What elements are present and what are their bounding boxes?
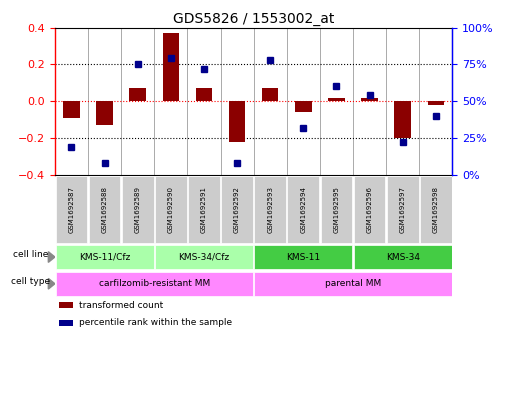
Polygon shape: [48, 278, 55, 289]
Bar: [321, 176, 353, 243]
Bar: [387, 176, 418, 243]
Text: GSM1692597: GSM1692597: [400, 186, 406, 233]
Bar: [55, 272, 253, 296]
Bar: [394, 101, 411, 138]
Text: GSM1692592: GSM1692592: [234, 186, 240, 233]
Bar: [254, 272, 452, 296]
Text: GSM1692588: GSM1692588: [101, 186, 108, 233]
Text: KMS-11/Cfz: KMS-11/Cfz: [79, 253, 130, 261]
Text: KMS-11: KMS-11: [286, 253, 321, 261]
Bar: [262, 88, 278, 101]
Bar: [63, 101, 79, 118]
Bar: [354, 245, 452, 269]
Bar: [188, 176, 220, 243]
Bar: [254, 176, 286, 243]
Bar: [155, 245, 253, 269]
Bar: [354, 176, 385, 243]
Text: cell type: cell type: [10, 277, 50, 286]
Bar: [59, 303, 73, 309]
Bar: [328, 97, 345, 101]
Bar: [420, 176, 452, 243]
Bar: [163, 33, 179, 101]
Text: GSM1692596: GSM1692596: [367, 186, 372, 233]
Text: cell line: cell line: [13, 250, 48, 259]
Text: KMS-34: KMS-34: [385, 253, 420, 261]
Text: GSM1692598: GSM1692598: [433, 186, 439, 233]
Title: GDS5826 / 1553002_at: GDS5826 / 1553002_at: [173, 13, 334, 26]
Text: GSM1692589: GSM1692589: [135, 186, 141, 233]
Bar: [295, 101, 312, 112]
Text: carfilzomib-resistant MM: carfilzomib-resistant MM: [99, 279, 210, 288]
Bar: [288, 176, 319, 243]
Text: percentile rank within the sample: percentile rank within the sample: [79, 318, 232, 327]
Bar: [96, 101, 113, 125]
Polygon shape: [48, 252, 55, 263]
Text: GSM1692593: GSM1692593: [267, 186, 273, 233]
Bar: [129, 88, 146, 101]
Bar: [229, 101, 245, 142]
Text: GSM1692595: GSM1692595: [334, 186, 339, 233]
Text: GSM1692594: GSM1692594: [300, 186, 306, 233]
Bar: [55, 176, 87, 243]
Bar: [59, 320, 73, 326]
Bar: [221, 176, 253, 243]
Text: transformed count: transformed count: [79, 301, 163, 310]
Text: KMS-34/Cfz: KMS-34/Cfz: [178, 253, 230, 261]
Bar: [122, 176, 154, 243]
Bar: [427, 101, 444, 105]
Bar: [89, 176, 120, 243]
Text: GSM1692590: GSM1692590: [168, 186, 174, 233]
Bar: [55, 245, 154, 269]
Bar: [196, 88, 212, 101]
Text: parental MM: parental MM: [325, 279, 381, 288]
Text: GSM1692587: GSM1692587: [69, 186, 74, 233]
Bar: [361, 97, 378, 101]
Bar: [155, 176, 187, 243]
Text: GSM1692591: GSM1692591: [201, 186, 207, 233]
Bar: [254, 245, 353, 269]
